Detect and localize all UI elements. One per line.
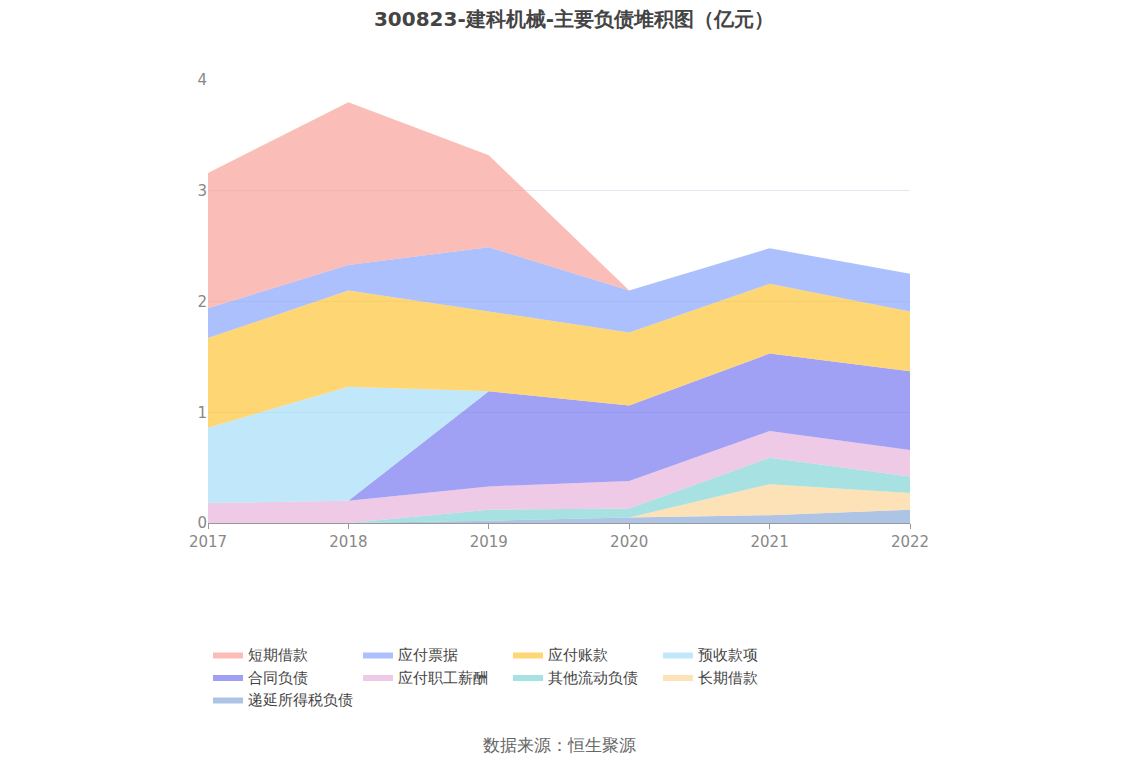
svg-text:3: 3 <box>197 182 207 200</box>
svg-text:长期借款: 长期借款 <box>698 669 758 687</box>
svg-text:应付票据: 应付票据 <box>398 646 458 664</box>
svg-text:数据来源：恒生聚源: 数据来源：恒生聚源 <box>483 735 636 755</box>
svg-text:1: 1 <box>197 404 207 422</box>
svg-text:4: 4 <box>197 71 207 89</box>
svg-text:合同负债: 合同负债 <box>248 669 308 687</box>
svg-text:2: 2 <box>197 293 207 311</box>
svg-text:预收款项: 预收款项 <box>698 646 758 664</box>
svg-text:2019: 2019 <box>470 533 508 551</box>
svg-text:其他流动负债: 其他流动负债 <box>548 669 638 687</box>
svg-text:2021: 2021 <box>751 533 789 551</box>
svg-text:2017: 2017 <box>189 533 227 551</box>
svg-text:0: 0 <box>197 514 207 532</box>
svg-text:短期借款: 短期借款 <box>248 646 308 664</box>
svg-text:300823-建科机械-主要负债堆积图（亿元）: 300823-建科机械-主要负债堆积图（亿元） <box>374 7 774 31</box>
svg-text:2020: 2020 <box>610 533 648 551</box>
svg-text:应付账款: 应付账款 <box>548 646 608 664</box>
svg-text:2018: 2018 <box>329 533 367 551</box>
svg-text:2022: 2022 <box>891 533 929 551</box>
svg-text:递延所得税负债: 递延所得税负债 <box>248 691 353 709</box>
svg-text:应付职工薪酬: 应付职工薪酬 <box>398 669 488 687</box>
